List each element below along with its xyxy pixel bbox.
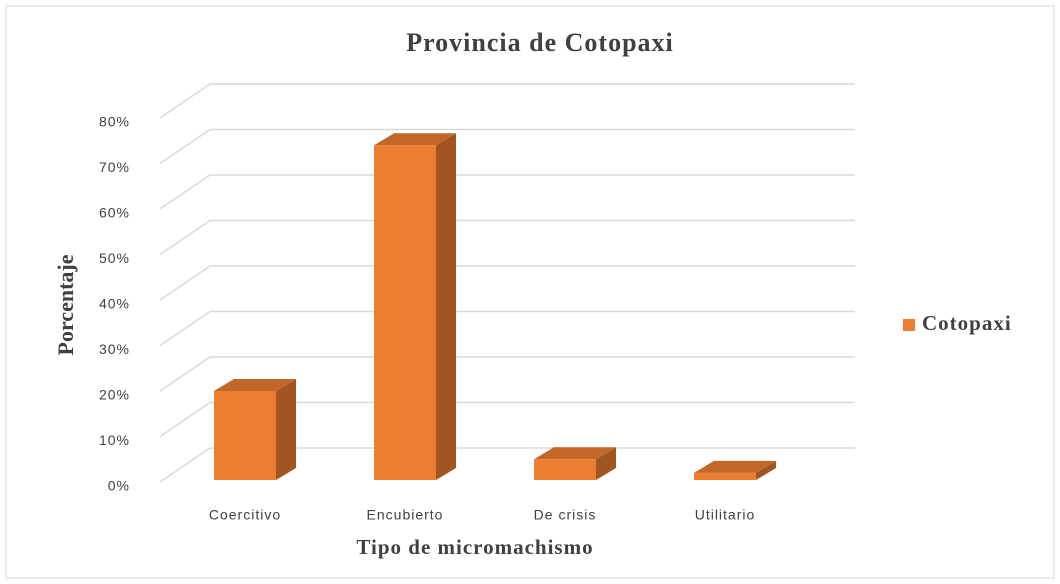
legend-swatch [903, 319, 915, 331]
bar [694, 460, 776, 480]
bar-top [374, 133, 456, 146]
y-axis-title: Porcentaje [53, 254, 78, 355]
bar-front [694, 472, 756, 480]
bar-top [214, 379, 296, 391]
bar [214, 379, 296, 480]
bar-top [694, 460, 776, 473]
y-tick-label: 60% [99, 205, 130, 221]
x-axis-title: Tipo de micromachismo [356, 535, 593, 559]
y-tick-label: 10% [99, 432, 130, 448]
bar-front [214, 391, 276, 480]
y-tick-label: 50% [99, 250, 130, 266]
chart-frame [5, 5, 1055, 579]
x-tick-label: Encubierto [367, 507, 444, 523]
y-tick-label: 30% [99, 341, 130, 357]
grid-line-side [159, 219, 211, 256]
y-tick-label: 20% [99, 387, 130, 403]
grid-line-side [159, 447, 211, 483]
bar-top [534, 447, 616, 460]
grid-line-side [159, 401, 211, 438]
y-tick-label: 80% [99, 114, 130, 130]
legend-label: Cotopaxi [922, 311, 1012, 335]
grid-line-side [159, 174, 211, 210]
grid-line-side [159, 356, 211, 392]
x-tick-label: Coercitivo [209, 507, 281, 523]
grid-line-side [159, 265, 211, 301]
bar-front [374, 145, 436, 481]
x-tick-label: Utilitario [695, 507, 756, 523]
chart-title: Provincia de Cotopaxi [406, 28, 674, 57]
x-tick-label: De crisis [534, 507, 597, 523]
bar-side [596, 447, 616, 480]
bar [374, 133, 456, 481]
bar-side [276, 379, 296, 480]
bar-side [436, 133, 456, 481]
bar [534, 447, 616, 480]
bar-front [534, 459, 596, 480]
grid-line-side [159, 83, 211, 119]
bar-side [756, 460, 776, 480]
y-tick-label: 0% [108, 478, 130, 494]
grid-line-side [159, 128, 211, 165]
grid-line-side [159, 310, 211, 347]
y-tick-label: 70% [99, 159, 130, 175]
y-tick-label: 40% [99, 296, 130, 312]
